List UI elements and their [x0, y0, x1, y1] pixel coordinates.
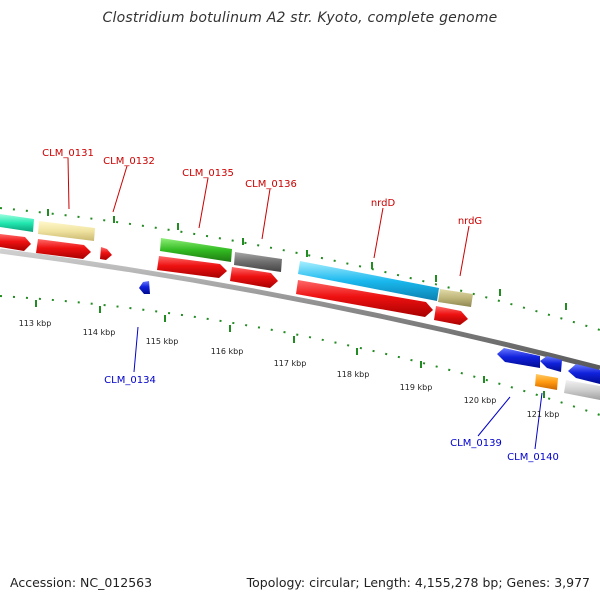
feature-olive [438, 289, 473, 307]
cds-arrow [36, 239, 91, 259]
tick-label: 117 kbp [274, 359, 307, 368]
accession-label: Accession: NC_012563 [10, 575, 153, 590]
reverse-features [139, 281, 600, 400]
inner-major-ticks [35, 300, 545, 398]
gene-label-clm0134: CLM_0134 [104, 375, 156, 386]
tick-label: 120 kbp [464, 396, 497, 405]
feature-orange [535, 374, 558, 390]
gene-label-clm0136: CLM_0136 [245, 179, 297, 190]
outer-major-ticks [47, 209, 567, 310]
tick-label: 115 kbp [146, 337, 179, 346]
tick-label: 116 kbp [211, 347, 244, 356]
tick-label: 119 kbp [400, 383, 433, 392]
feature-khaki [38, 221, 95, 241]
gene-label-nrdD: nrdD [371, 198, 396, 209]
label-leaders [67, 157, 543, 450]
tick-label: 114 kbp [83, 328, 116, 337]
cds-arrow [296, 280, 433, 317]
cds-arrow-reverse [568, 364, 600, 384]
gene-label-clm0132: CLM_0132 [103, 156, 155, 167]
cds-arrow-reverse [540, 356, 562, 372]
cds-arrow [0, 234, 31, 251]
gene-label-clm0140: CLM_0140 [507, 452, 559, 463]
tick-label: 113 kbp [19, 319, 52, 328]
cds-arrow-reverse [139, 281, 150, 294]
tick-label: 118 kbp [337, 370, 370, 379]
feature-cyan [298, 261, 439, 301]
forward-features [0, 214, 473, 307]
forward-cds-arrows [0, 234, 468, 325]
feature-teal [0, 214, 34, 232]
feature-dark-gray [234, 252, 282, 272]
gene-label-clm0139: CLM_0139 [450, 438, 502, 449]
cds-arrow-reverse [497, 348, 540, 368]
genome-backbone [0, 248, 600, 371]
tick-label: 121 kbp [527, 410, 560, 419]
feature-green [160, 238, 232, 262]
cds-arrow [157, 256, 227, 278]
cds-arrow [230, 267, 278, 288]
cds-arrow [434, 306, 468, 325]
gene-label-clm0135: CLM_0135 [182, 168, 234, 179]
feature-light-gray [564, 380, 600, 400]
map-title: Clostridium botulinum A2 str. Kyoto, com… [102, 10, 498, 26]
gene-label-nrdG: nrdG [458, 216, 482, 227]
gene-label-clm0131: CLM_0131 [42, 148, 94, 159]
cds-arrow [100, 247, 112, 260]
genome-stats-label: Topology: circular; Length: 4,155,278 bp… [246, 575, 590, 590]
